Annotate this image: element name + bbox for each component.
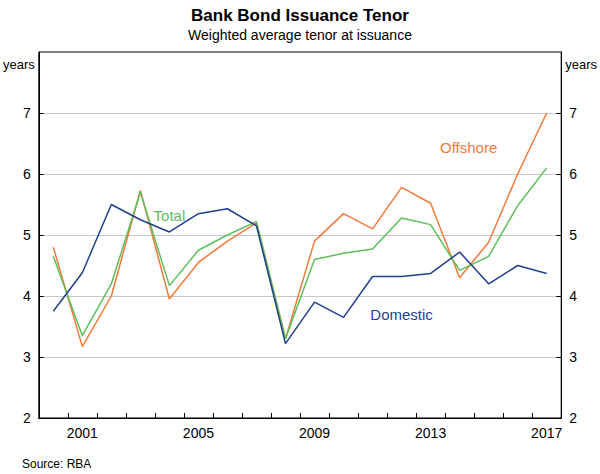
svg-text:2: 2: [23, 410, 31, 426]
svg-text:Source: RBA: Source: RBA: [22, 457, 91, 471]
svg-text:6: 6: [569, 166, 577, 182]
svg-text:7: 7: [23, 105, 31, 121]
svg-text:5: 5: [23, 227, 31, 243]
svg-text:years: years: [565, 57, 597, 72]
svg-text:2005: 2005: [183, 425, 214, 441]
svg-text:5: 5: [569, 227, 577, 243]
svg-text:2013: 2013: [415, 425, 446, 441]
svg-text:years: years: [3, 57, 35, 72]
svg-text:2009: 2009: [299, 425, 330, 441]
svg-text:3: 3: [23, 349, 31, 365]
svg-text:6: 6: [23, 166, 31, 182]
svg-text:Domestic: Domestic: [370, 306, 433, 323]
svg-text:2001: 2001: [67, 425, 98, 441]
svg-text:Weighted average tenor at issu: Weighted average tenor at issuance: [188, 27, 412, 43]
svg-text:7: 7: [569, 105, 577, 121]
svg-text:3: 3: [569, 349, 577, 365]
svg-text:Offshore: Offshore: [440, 139, 497, 156]
svg-text:Total: Total: [154, 207, 186, 224]
svg-text:4: 4: [23, 288, 31, 304]
svg-text:2017: 2017: [531, 425, 562, 441]
svg-text:2: 2: [569, 410, 577, 426]
svg-text:Bank Bond Issuance Tenor: Bank Bond Issuance Tenor: [191, 6, 409, 25]
svg-text:4: 4: [569, 288, 577, 304]
